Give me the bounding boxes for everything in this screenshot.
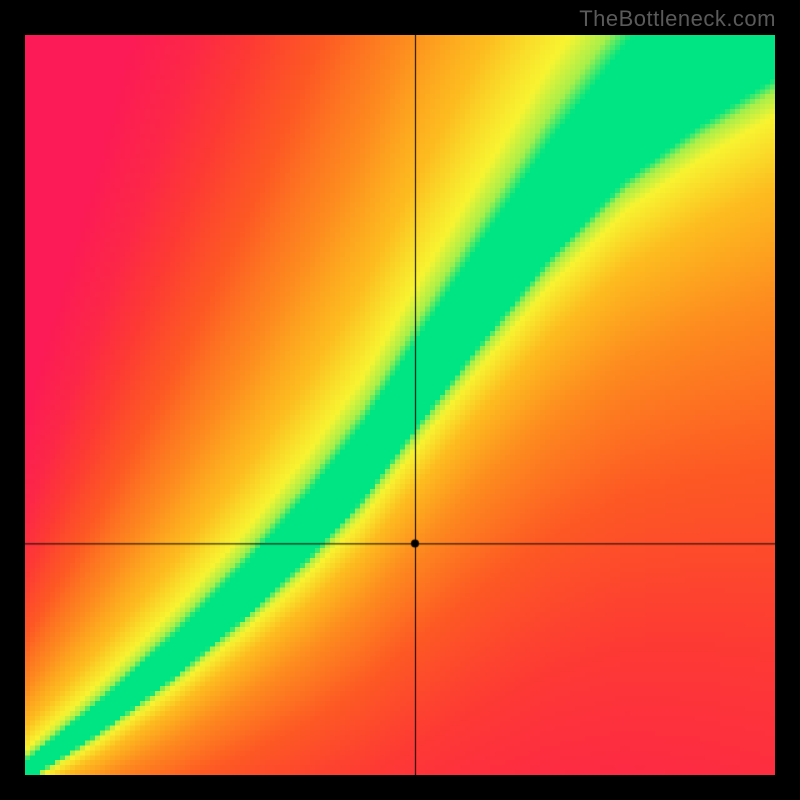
crosshair-overlay — [25, 35, 775, 775]
chart-container: TheBottleneck.com — [0, 0, 800, 800]
watermark-text: TheBottleneck.com — [579, 6, 776, 32]
